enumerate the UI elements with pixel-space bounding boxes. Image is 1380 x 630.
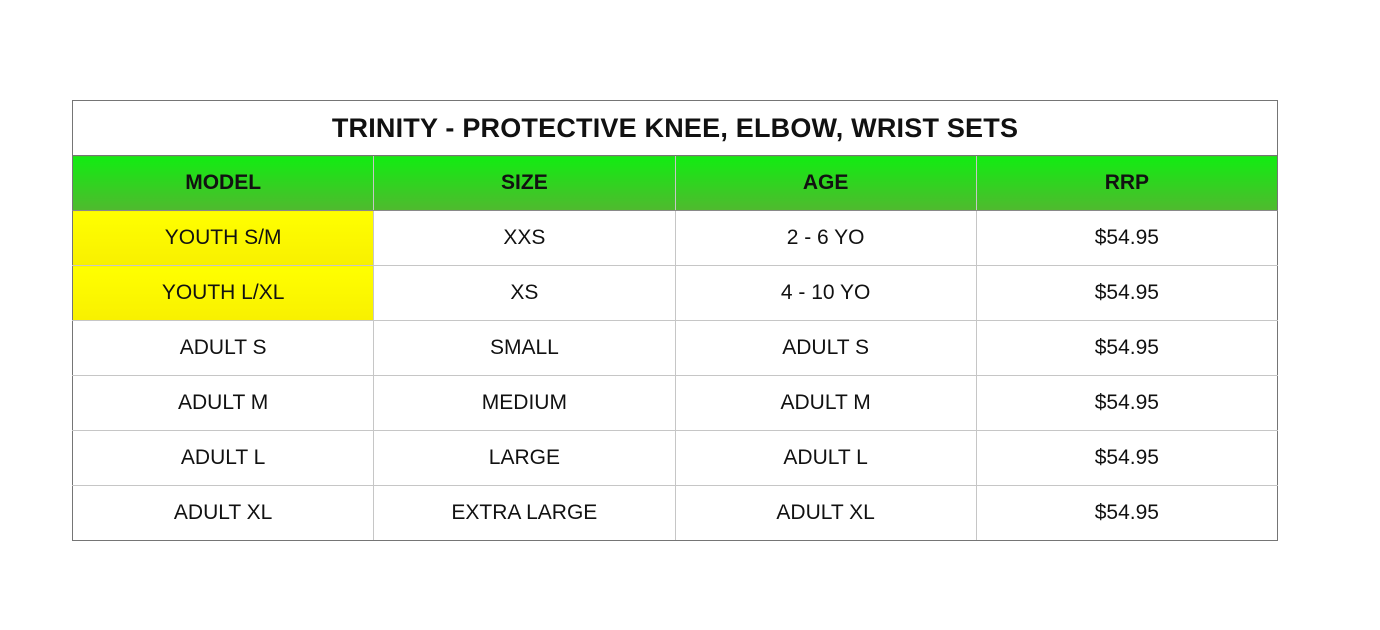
size-cell: LARGE — [373, 430, 676, 486]
table-row: ADULT L LARGE ADULT L $54.95 — [71, 430, 1279, 486]
rrp-cell: $54.95 — [975, 485, 1279, 541]
model-cell: YOUTH L/XL — [71, 265, 375, 321]
model-cell: YOUTH S/M — [71, 210, 375, 266]
age-cell: 2 - 6 YO — [674, 210, 977, 266]
table-header-row: MODEL SIZE AGE RRP — [71, 155, 1279, 211]
age-cell: ADULT S — [674, 320, 977, 376]
size-cell: XXS — [373, 210, 676, 266]
table-row: YOUTH S/M XXS 2 - 6 YO $54.95 — [71, 210, 1279, 266]
age-cell: ADULT M — [674, 375, 977, 431]
age-cell: ADULT L — [674, 430, 977, 486]
rrp-cell: $54.95 — [975, 265, 1279, 321]
table-title-row: TRINITY - PROTECTIVE KNEE, ELBOW, WRIST … — [72, 100, 1278, 156]
column-header-rrp: RRP — [975, 155, 1279, 211]
model-cell: ADULT XL — [71, 485, 375, 541]
table-row: ADULT M MEDIUM ADULT M $54.95 — [71, 375, 1279, 431]
table-row: ADULT S SMALL ADULT S $54.95 — [71, 320, 1279, 376]
rrp-cell: $54.95 — [975, 430, 1279, 486]
column-header-model: MODEL — [71, 155, 375, 211]
size-cell: EXTRA LARGE — [373, 485, 676, 541]
rrp-cell: $54.95 — [975, 320, 1279, 376]
age-cell: 4 - 10 YO — [674, 265, 977, 321]
table-title: TRINITY - PROTECTIVE KNEE, ELBOW, WRIST … — [72, 100, 1278, 156]
size-cell: MEDIUM — [373, 375, 676, 431]
table-row: ADULT XL EXTRA LARGE ADULT XL $54.95 — [71, 485, 1279, 541]
column-header-age: AGE — [674, 155, 977, 211]
model-cell: ADULT S — [71, 320, 375, 376]
column-header-size: SIZE — [373, 155, 676, 211]
table-row: YOUTH L/XL XS 4 - 10 YO $54.95 — [71, 265, 1279, 321]
model-cell: ADULT L — [71, 430, 375, 486]
model-cell: ADULT M — [71, 375, 375, 431]
age-cell: ADULT XL — [674, 485, 977, 541]
size-cell: SMALL — [373, 320, 676, 376]
rrp-cell: $54.95 — [975, 375, 1279, 431]
product-size-table: TRINITY - PROTECTIVE KNEE, ELBOW, WRIST … — [71, 100, 1279, 541]
size-cell: XS — [373, 265, 676, 321]
rrp-cell: $54.95 — [975, 210, 1279, 266]
